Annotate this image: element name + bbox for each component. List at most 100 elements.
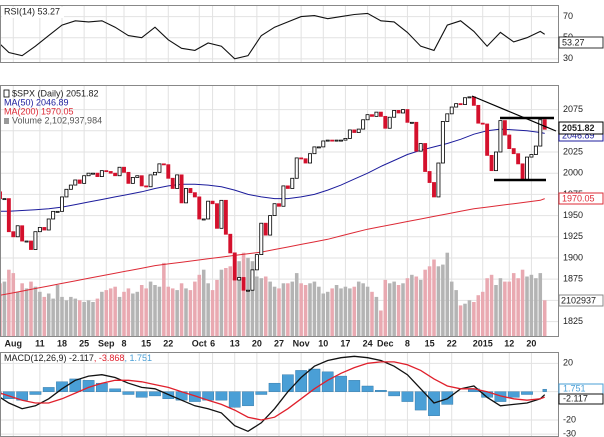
candle <box>144 185 149 188</box>
candle <box>241 277 246 291</box>
volume-bar <box>299 283 303 336</box>
candle <box>192 192 197 198</box>
histogram-bar <box>122 391 135 395</box>
candle <box>117 166 122 177</box>
candle <box>494 151 498 172</box>
candle <box>263 222 268 236</box>
volume-bar <box>188 290 193 336</box>
volume-bar <box>250 261 255 336</box>
marks <box>0 12 547 433</box>
volume-bar <box>7 269 11 336</box>
volume-bar <box>166 286 171 336</box>
volume-bar <box>511 273 516 336</box>
volume-bar <box>529 274 534 336</box>
volume-bar <box>379 310 383 336</box>
x-tick-label: 22 <box>447 338 457 348</box>
volume-bar <box>15 291 20 336</box>
x-tick-label: 8 <box>405 338 410 348</box>
candle <box>250 269 255 291</box>
volume-bar <box>365 286 370 336</box>
volume-bar <box>277 288 281 336</box>
volume-bar <box>480 291 485 336</box>
volume-bar <box>361 283 365 336</box>
volume-bar <box>374 296 379 336</box>
volume-bar <box>210 290 215 336</box>
candle <box>520 163 525 181</box>
volume-bar <box>449 281 454 336</box>
candle <box>427 171 432 183</box>
candle <box>73 179 78 186</box>
trend-line <box>471 95 557 132</box>
volume-bar <box>303 285 308 336</box>
volume-bar <box>427 266 432 336</box>
badge-box <box>558 294 604 307</box>
volume-bar <box>432 259 436 336</box>
candle <box>405 109 410 123</box>
volume-bar <box>135 291 140 336</box>
volume-bar <box>175 290 179 336</box>
volume-bar <box>308 283 312 336</box>
candle <box>414 121 419 152</box>
x-tick-label: 20 <box>526 338 536 348</box>
volume-bar <box>405 278 410 336</box>
candle <box>68 184 73 190</box>
candle <box>502 120 507 136</box>
volume-bar <box>321 293 326 336</box>
volume-bar <box>445 252 450 336</box>
volume-bar <box>410 274 414 336</box>
volume-bar <box>542 300 547 336</box>
legend-icon <box>4 118 9 124</box>
volume-bar <box>472 302 476 336</box>
volume-bar <box>246 257 250 336</box>
volume-bar <box>463 303 467 336</box>
volume-bar <box>436 266 441 336</box>
candle <box>463 97 467 105</box>
candle <box>392 110 397 118</box>
candle <box>538 119 543 147</box>
histogram-bar <box>401 391 414 402</box>
candle <box>361 119 366 130</box>
candle <box>356 128 361 133</box>
x-tick-label: Oct <box>192 338 207 348</box>
volume-bar <box>170 288 175 336</box>
histogram-bar <box>242 391 254 407</box>
histogram-bar <box>135 391 148 398</box>
candle <box>122 166 126 173</box>
y-tick-label: 1875 <box>563 274 583 284</box>
histogram-bar <box>109 388 121 392</box>
candle <box>86 172 91 177</box>
x-tick-label: Nov <box>293 338 310 348</box>
moving-average <box>0 198 545 296</box>
candle <box>308 153 312 164</box>
candle <box>485 123 490 156</box>
candle <box>268 215 273 236</box>
badge-volume: 2102937 <box>561 295 596 305</box>
y-tick-label: 2025 <box>563 146 583 156</box>
badge-price: 2051.82 <box>562 123 595 133</box>
candle <box>2 198 7 201</box>
volume-bar <box>370 291 374 336</box>
legend-ma50: MA(50) 2046.89 <box>4 97 69 107</box>
histogram-bar <box>56 381 68 392</box>
candle <box>33 231 38 250</box>
candle <box>387 116 392 129</box>
volume-bar <box>339 288 343 336</box>
volume-bar <box>348 288 352 336</box>
histogram-bar <box>295 370 307 392</box>
volume-bar <box>441 264 445 336</box>
histogram-bar <box>335 375 347 392</box>
candle <box>6 198 11 233</box>
candle <box>383 115 388 129</box>
candle <box>339 139 343 142</box>
histogram-bar <box>507 391 520 398</box>
histogram-bar <box>268 382 281 392</box>
volume-bar <box>343 286 348 336</box>
y-tick-label: -30 <box>563 429 576 437</box>
histogram-bar <box>321 371 334 392</box>
candle <box>347 129 352 139</box>
candle <box>418 143 423 152</box>
candle <box>254 254 259 271</box>
volume-bar <box>73 298 78 336</box>
candle <box>316 146 321 149</box>
